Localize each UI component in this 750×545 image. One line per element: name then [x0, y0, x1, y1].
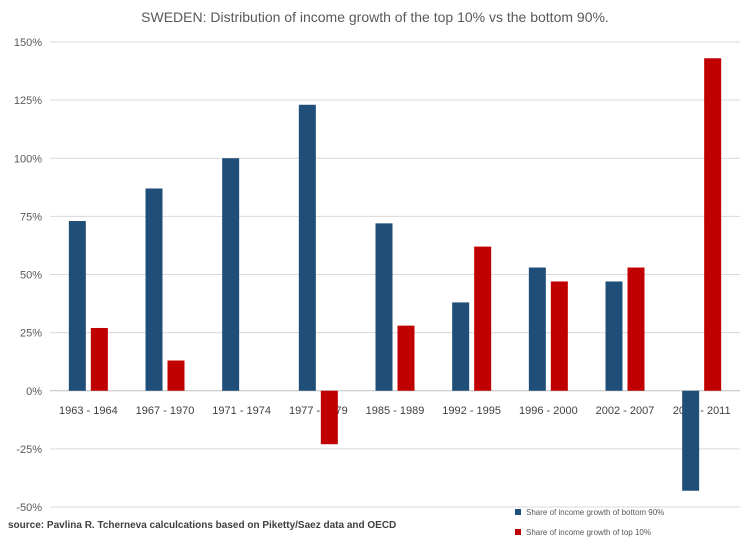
x-tick-label: 1985 - 1989 [366, 405, 425, 417]
y-tick-label: 150% [14, 37, 42, 49]
y-tick-label: 100% [14, 153, 42, 165]
x-tick-label: 2009 - 2011 [673, 405, 731, 417]
bar-top10 [704, 58, 722, 391]
bar-top10 [474, 246, 492, 391]
bar-bottom90 [452, 302, 470, 391]
bar-bottom90 [528, 267, 546, 391]
x-tick-label: 1977 - 1979 [289, 405, 348, 417]
source-note: source: Pavlina R. Tcherneva calculcatio… [8, 520, 397, 531]
x-tick-label: 1992 - 1995 [442, 405, 501, 417]
x-tick-label: 1971 - 1974 [212, 405, 271, 417]
bar-bottom90 [682, 390, 700, 491]
y-tick-label: 50% [20, 270, 42, 282]
bar-top10 [90, 327, 108, 391]
bar-bottom90 [605, 281, 623, 391]
bar-top10 [167, 360, 185, 391]
legend-item-top10: Share of income growth of top 10% [515, 525, 664, 539]
x-tick-label: 1967 - 1970 [136, 405, 195, 417]
x-tick-label: 1996 - 2000 [519, 405, 578, 417]
chart-title: SWEDEN: Distribution of income growth of… [141, 9, 609, 25]
legend-label-bottom90: Share of income growth of bottom 90% [526, 507, 665, 517]
bar-top10 [627, 267, 645, 391]
bar-bottom90 [68, 221, 86, 391]
y-tick-label: 0% [26, 386, 42, 398]
bar-bottom90 [375, 223, 393, 391]
legend-swatch-top10 [515, 529, 521, 535]
y-tick-label: 75% [20, 211, 42, 223]
bar-bottom90 [298, 104, 316, 391]
legend-item-bottom90: Share of income growth of bottom 90% [515, 505, 664, 519]
y-tick-label: -50% [16, 502, 42, 514]
legend: Share of income growth of bottom 90% Sha… [515, 505, 664, 545]
x-tick-label: 2002 - 2007 [596, 405, 655, 417]
bar-bottom90 [222, 158, 240, 391]
y-tick-label: 125% [14, 95, 42, 107]
bar-top10 [320, 390, 338, 445]
legend-swatch-bottom90 [515, 509, 521, 515]
y-tick-label: -25% [16, 444, 42, 456]
bar-top10 [397, 325, 415, 391]
y-tick-label: 25% [20, 328, 42, 340]
x-tick-label: 1963 - 1964 [59, 405, 118, 417]
legend-label-top10: Share of income growth of top 10% [526, 527, 651, 537]
bar-bottom90 [145, 188, 163, 391]
bar-top10 [550, 281, 568, 391]
